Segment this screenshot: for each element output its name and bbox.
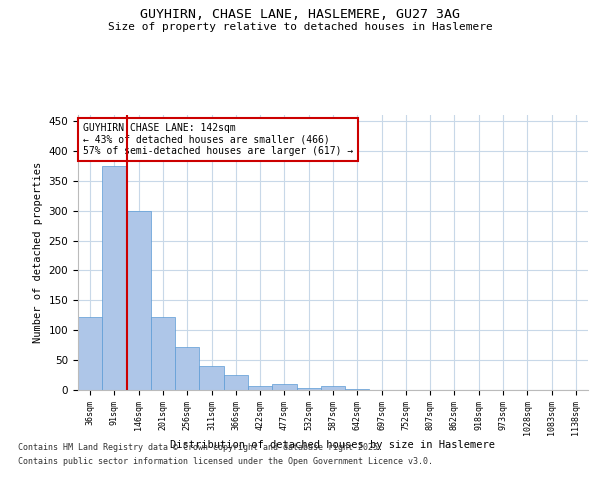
Text: GUYHIRN CHASE LANE: 142sqm
← 43% of detached houses are smaller (466)
57% of sem: GUYHIRN CHASE LANE: 142sqm ← 43% of deta… bbox=[83, 123, 353, 156]
Text: GUYHIRN, CHASE LANE, HASLEMERE, GU27 3AG: GUYHIRN, CHASE LANE, HASLEMERE, GU27 3AG bbox=[140, 8, 460, 20]
Bar bbox=[296, 388, 321, 390]
Bar bbox=[151, 317, 175, 390]
Bar bbox=[199, 366, 224, 390]
X-axis label: Distribution of detached houses by size in Haslemere: Distribution of detached houses by size … bbox=[170, 440, 496, 450]
Text: Contains HM Land Registry data © Crown copyright and database right 2025.: Contains HM Land Registry data © Crown c… bbox=[18, 442, 383, 452]
Bar bbox=[127, 210, 151, 390]
Text: Size of property relative to detached houses in Haslemere: Size of property relative to detached ho… bbox=[107, 22, 493, 32]
Bar bbox=[175, 347, 199, 390]
Bar bbox=[248, 386, 272, 390]
Bar bbox=[78, 317, 102, 390]
Bar bbox=[321, 386, 345, 390]
Bar bbox=[102, 166, 127, 390]
Bar bbox=[272, 384, 296, 390]
Bar bbox=[224, 375, 248, 390]
Y-axis label: Number of detached properties: Number of detached properties bbox=[33, 162, 43, 343]
Text: Contains public sector information licensed under the Open Government Licence v3: Contains public sector information licen… bbox=[18, 458, 433, 466]
